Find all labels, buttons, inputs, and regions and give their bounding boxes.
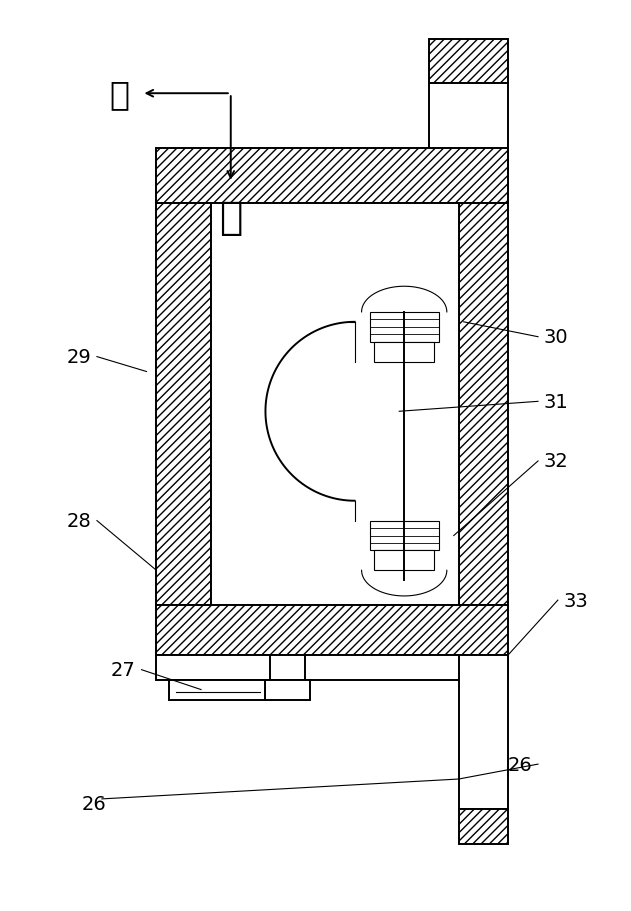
Bar [211, 203, 459, 606]
Bar [459, 203, 509, 606]
Bar [429, 84, 509, 154]
Bar [156, 148, 509, 203]
Bar [459, 809, 509, 844]
Text: 26: 26 [507, 755, 532, 773]
Bar [169, 680, 266, 700]
Bar [271, 655, 305, 680]
Bar [370, 521, 439, 551]
Bar [429, 39, 509, 84]
Text: 30: 30 [544, 328, 569, 347]
Bar [374, 551, 434, 570]
Text: 31: 31 [544, 393, 569, 412]
Text: 28: 28 [66, 512, 91, 530]
Bar [459, 655, 509, 809]
Text: 上: 上 [110, 77, 129, 110]
Text: 33: 33 [563, 591, 589, 610]
Text: 26: 26 [82, 794, 107, 814]
Bar [156, 655, 509, 680]
Bar [156, 203, 211, 606]
Bar [429, 154, 509, 183]
Text: 32: 32 [544, 452, 569, 471]
Bar [266, 680, 310, 700]
Bar [374, 343, 434, 363]
Text: 27: 27 [111, 660, 136, 680]
Text: 左: 左 [219, 199, 242, 236]
Bar [370, 312, 439, 343]
Text: 29: 29 [66, 348, 91, 367]
Bar [156, 606, 509, 655]
